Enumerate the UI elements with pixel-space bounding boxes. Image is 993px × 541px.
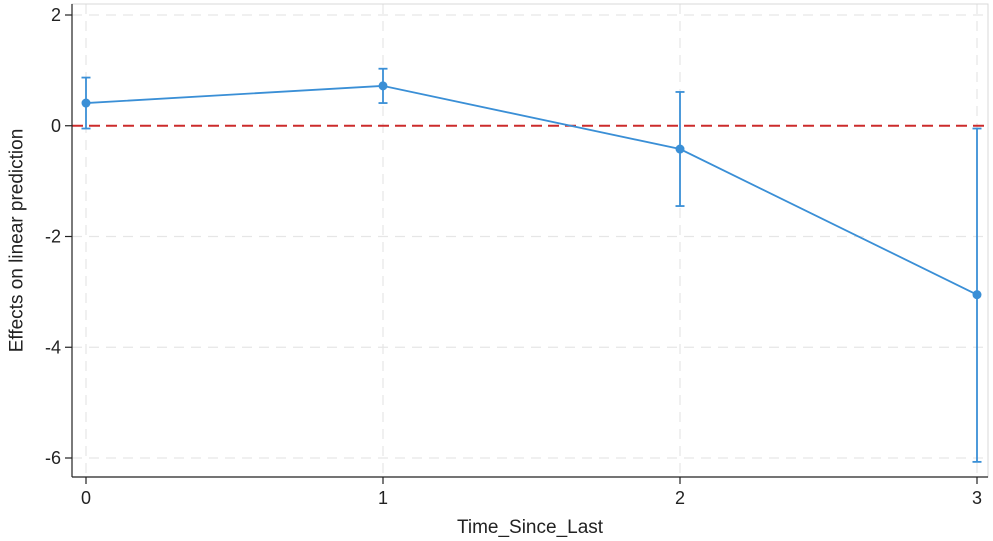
y-tick-label: -2 — [45, 227, 61, 247]
x-tick-label: 3 — [972, 488, 982, 508]
y-axis-title: Effects on linear prediction — [7, 129, 28, 353]
x-tick-label: 2 — [675, 488, 685, 508]
series-line — [85, 84, 978, 296]
y-tick-label: 2 — [51, 5, 61, 25]
series-group — [81, 67, 982, 463]
x-axis-title: Time_Since_Last — [457, 517, 604, 538]
y-tick-label: -4 — [45, 337, 61, 357]
data-point — [81, 98, 91, 108]
grid — [72, 4, 988, 477]
y-tick-label: -6 — [45, 448, 61, 468]
data-point — [378, 81, 388, 91]
y-tick-label: 0 — [51, 116, 61, 136]
plot-frame — [71, 3, 989, 478]
data-point — [675, 144, 685, 154]
x-tick-label: 0 — [81, 488, 91, 508]
x-tick-label: 1 — [378, 488, 388, 508]
axes — [65, 3, 989, 484]
data-point — [972, 290, 982, 300]
tick-labels: 2 0 -2 -4 -6 0 1 2 3 — [45, 5, 982, 508]
